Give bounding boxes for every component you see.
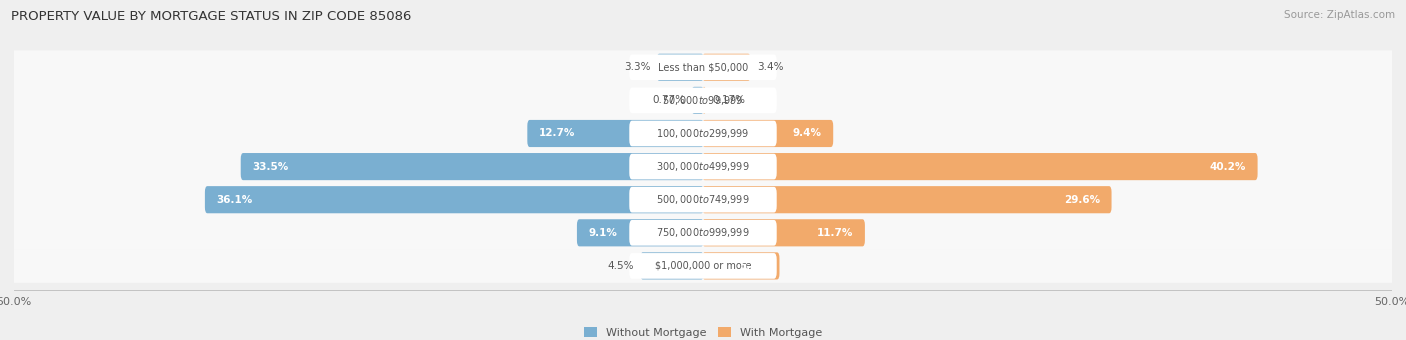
FancyBboxPatch shape — [703, 153, 1257, 180]
FancyBboxPatch shape — [7, 216, 1399, 250]
Text: Less than $50,000: Less than $50,000 — [658, 62, 748, 72]
FancyBboxPatch shape — [630, 121, 776, 146]
FancyBboxPatch shape — [630, 87, 776, 113]
FancyBboxPatch shape — [640, 252, 703, 279]
FancyBboxPatch shape — [703, 252, 779, 279]
Text: 9.4%: 9.4% — [793, 129, 821, 138]
Text: $50,000 to $99,999: $50,000 to $99,999 — [662, 94, 744, 107]
FancyBboxPatch shape — [630, 187, 776, 212]
FancyBboxPatch shape — [7, 50, 1399, 84]
Text: 3.4%: 3.4% — [756, 62, 783, 72]
FancyBboxPatch shape — [630, 154, 776, 180]
Text: $300,000 to $499,999: $300,000 to $499,999 — [657, 160, 749, 173]
Text: 40.2%: 40.2% — [1209, 162, 1246, 172]
FancyBboxPatch shape — [205, 186, 703, 213]
FancyBboxPatch shape — [527, 120, 703, 147]
Text: $1,000,000 or more: $1,000,000 or more — [655, 261, 751, 271]
Text: $500,000 to $749,999: $500,000 to $749,999 — [657, 193, 749, 206]
Text: 29.6%: 29.6% — [1064, 195, 1099, 205]
FancyBboxPatch shape — [703, 54, 751, 81]
FancyBboxPatch shape — [703, 120, 834, 147]
Text: $100,000 to $299,999: $100,000 to $299,999 — [657, 127, 749, 140]
FancyBboxPatch shape — [7, 183, 1399, 217]
FancyBboxPatch shape — [630, 253, 776, 279]
Text: PROPERTY VALUE BY MORTGAGE STATUS IN ZIP CODE 85086: PROPERTY VALUE BY MORTGAGE STATUS IN ZIP… — [11, 10, 412, 23]
FancyBboxPatch shape — [692, 87, 703, 114]
Text: 36.1%: 36.1% — [217, 195, 253, 205]
Text: 5.5%: 5.5% — [738, 261, 768, 271]
Text: Source: ZipAtlas.com: Source: ZipAtlas.com — [1284, 10, 1395, 20]
FancyBboxPatch shape — [240, 153, 703, 180]
Text: 9.1%: 9.1% — [589, 228, 617, 238]
Text: 0.17%: 0.17% — [713, 96, 745, 105]
FancyBboxPatch shape — [630, 54, 776, 80]
Text: 3.3%: 3.3% — [624, 62, 651, 72]
FancyBboxPatch shape — [703, 219, 865, 246]
Text: 4.5%: 4.5% — [607, 261, 634, 271]
FancyBboxPatch shape — [630, 220, 776, 246]
FancyBboxPatch shape — [7, 249, 1399, 283]
FancyBboxPatch shape — [576, 219, 703, 246]
Text: $750,000 to $999,999: $750,000 to $999,999 — [657, 226, 749, 239]
FancyBboxPatch shape — [657, 54, 703, 81]
Text: 11.7%: 11.7% — [817, 228, 853, 238]
Text: 33.5%: 33.5% — [253, 162, 288, 172]
Text: 12.7%: 12.7% — [538, 129, 575, 138]
FancyBboxPatch shape — [703, 87, 706, 114]
Text: 0.77%: 0.77% — [652, 96, 686, 105]
FancyBboxPatch shape — [7, 150, 1399, 184]
FancyBboxPatch shape — [703, 186, 1112, 213]
FancyBboxPatch shape — [7, 84, 1399, 117]
FancyBboxPatch shape — [7, 117, 1399, 150]
Legend: Without Mortgage, With Mortgage: Without Mortgage, With Mortgage — [579, 323, 827, 340]
